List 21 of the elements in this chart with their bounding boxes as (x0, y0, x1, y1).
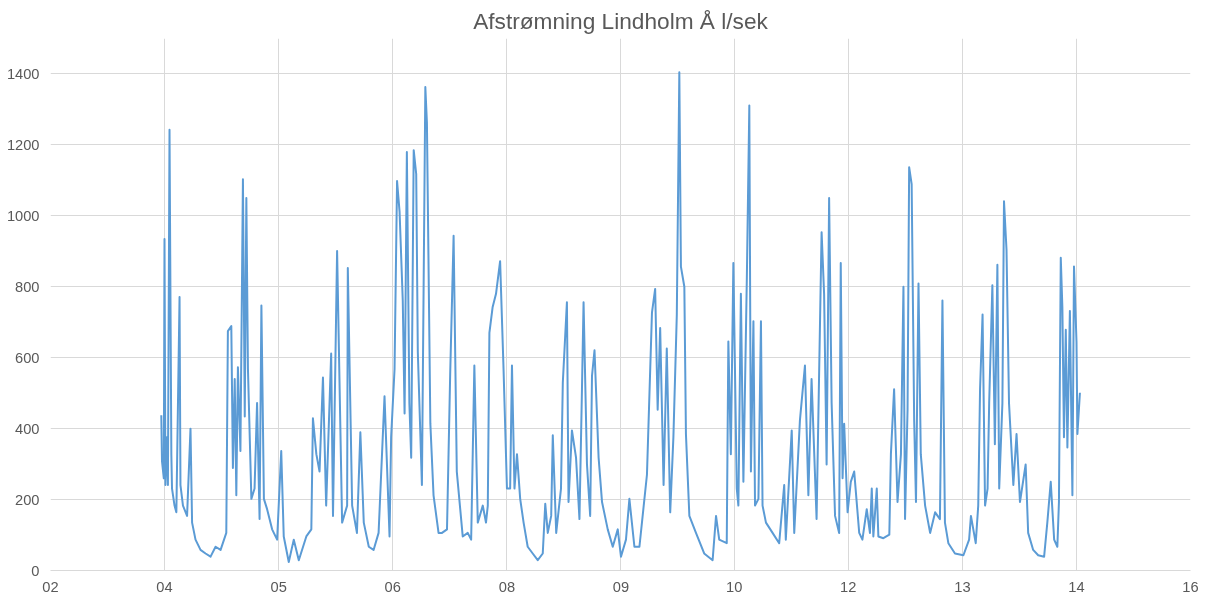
x-tick-label: 12 (840, 578, 857, 595)
x-tick-label: 08 (498, 578, 516, 595)
x-tick-label: 06 (384, 578, 401, 595)
y-tick-label: 400 (15, 420, 40, 437)
x-tick-label: 13 (954, 578, 971, 595)
chart-title: Afstrømning Lindholm Å l/sek (473, 7, 769, 34)
x-tick-label: 09 (612, 578, 630, 595)
x-tick-label: 04 (156, 578, 173, 595)
y-tick-label: 800 (15, 278, 40, 295)
line-series (160, 71, 1081, 563)
y-tick-label: 1000 (6, 207, 40, 224)
y-tick-label: 1400 (6, 65, 40, 82)
x-tick-label: 16 (1182, 578, 1199, 595)
y-tick-label: 1200 (6, 136, 40, 153)
x-tick-label: 02 (42, 578, 59, 595)
x-tick-label: 05 (270, 578, 287, 595)
x-tick-label: 14 (1068, 578, 1085, 595)
x-tick-label: 10 (726, 578, 743, 595)
y-tick-label: 200 (15, 491, 40, 508)
y-tick-label: 0 (31, 562, 40, 579)
y-tick-label: 600 (15, 349, 40, 366)
